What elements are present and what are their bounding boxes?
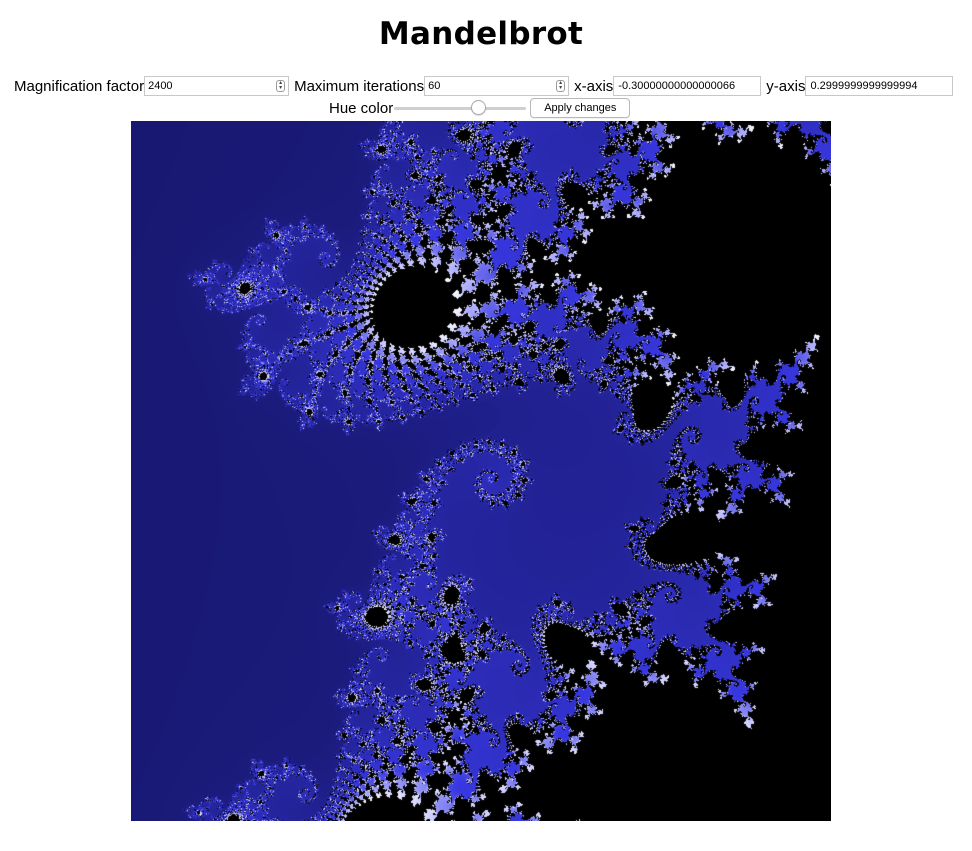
magnification-spinner-icon[interactable]: ▴ ▾ xyxy=(276,80,286,92)
y-axis-input[interactable]: 0.2999999999999994 xyxy=(805,76,954,96)
hue-slider-thumb[interactable] xyxy=(470,100,486,115)
max-iterations-label: Maximum iterations xyxy=(294,77,425,95)
hue-row: Hue color Apply changes xyxy=(329,98,631,118)
magnification-value: 2400 xyxy=(148,80,173,92)
max-iterations-value: 60 xyxy=(428,80,441,92)
max-iterations-spinner-icon[interactable]: ▴ ▾ xyxy=(556,80,566,92)
y-axis-label: y-axis xyxy=(766,77,806,95)
max-iterations-input[interactable]: 60 ▴ ▾ xyxy=(424,76,570,96)
mandelbrot-canvas[interactable] xyxy=(131,121,831,821)
hue-slider[interactable] xyxy=(393,99,527,117)
controls-row: Magnification factor 2400 ▴ ▾ Maximum ite… xyxy=(14,75,954,97)
apply-changes-button[interactable]: Apply changes xyxy=(530,98,631,118)
page-title: Mandelbrot xyxy=(378,16,584,52)
magnification-input[interactable]: 2400 ▴ ▾ xyxy=(144,76,290,96)
x-axis-label: x-axis xyxy=(574,77,614,95)
magnification-label: Magnification factor xyxy=(14,77,145,95)
hue-slider-track xyxy=(394,107,527,110)
hue-label: Hue color xyxy=(329,99,394,117)
x-axis-input[interactable]: -0.30000000000000066 xyxy=(613,76,762,96)
